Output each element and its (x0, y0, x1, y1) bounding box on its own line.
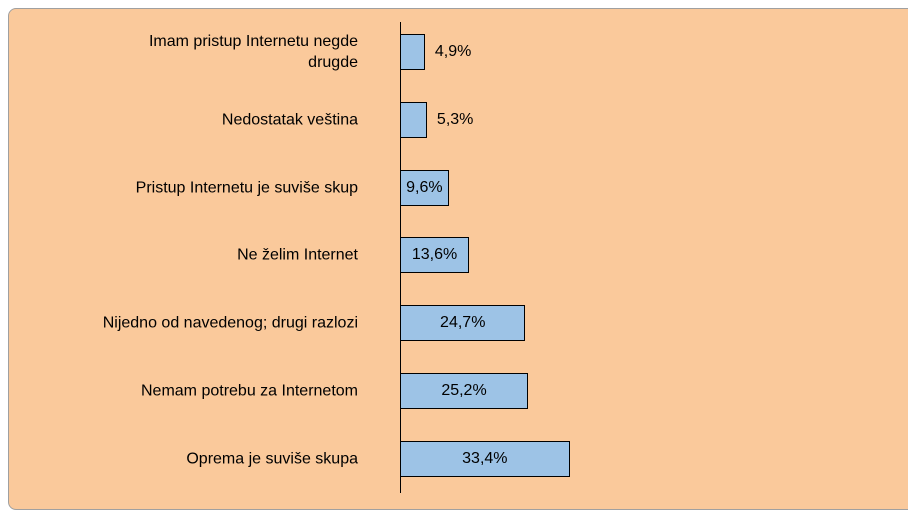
category-label: Nedostatak veština (221, 111, 358, 129)
bar (400, 169, 449, 206)
bar (400, 34, 425, 70)
page: Imam pristup Internetu negde drugde 4,9% N… (8, 8, 908, 510)
category-label: Pristup Internetu je suviše skup (135, 179, 358, 197)
value-label: 13,6% (411, 246, 458, 264)
category-label: Imam pristup Internetu negde drugde (148, 33, 358, 71)
value-label: 25,2% (441, 382, 487, 399)
value-label: 4,9% (434, 43, 472, 60)
bar (400, 440, 570, 477)
category-label: Oprema je suviše skupa (186, 450, 358, 468)
bar (400, 237, 470, 274)
category-label: Nemam potrebu za Internetom (141, 382, 358, 400)
bar (400, 373, 529, 409)
category-label: Nijedno od navedenog; drugi razlozi (102, 314, 358, 332)
category-label: Ne želim Internet (237, 246, 358, 264)
value-label: 33,4% (462, 449, 508, 467)
value-label: 9,6% (406, 178, 443, 196)
value-label: 5,3% (436, 110, 474, 128)
value-label: 24,7% (440, 314, 486, 332)
bar (400, 305, 526, 342)
chart: Imam pristup Internetu negde drugde 4,9% N… (102, 22, 570, 493)
bar (400, 101, 427, 138)
